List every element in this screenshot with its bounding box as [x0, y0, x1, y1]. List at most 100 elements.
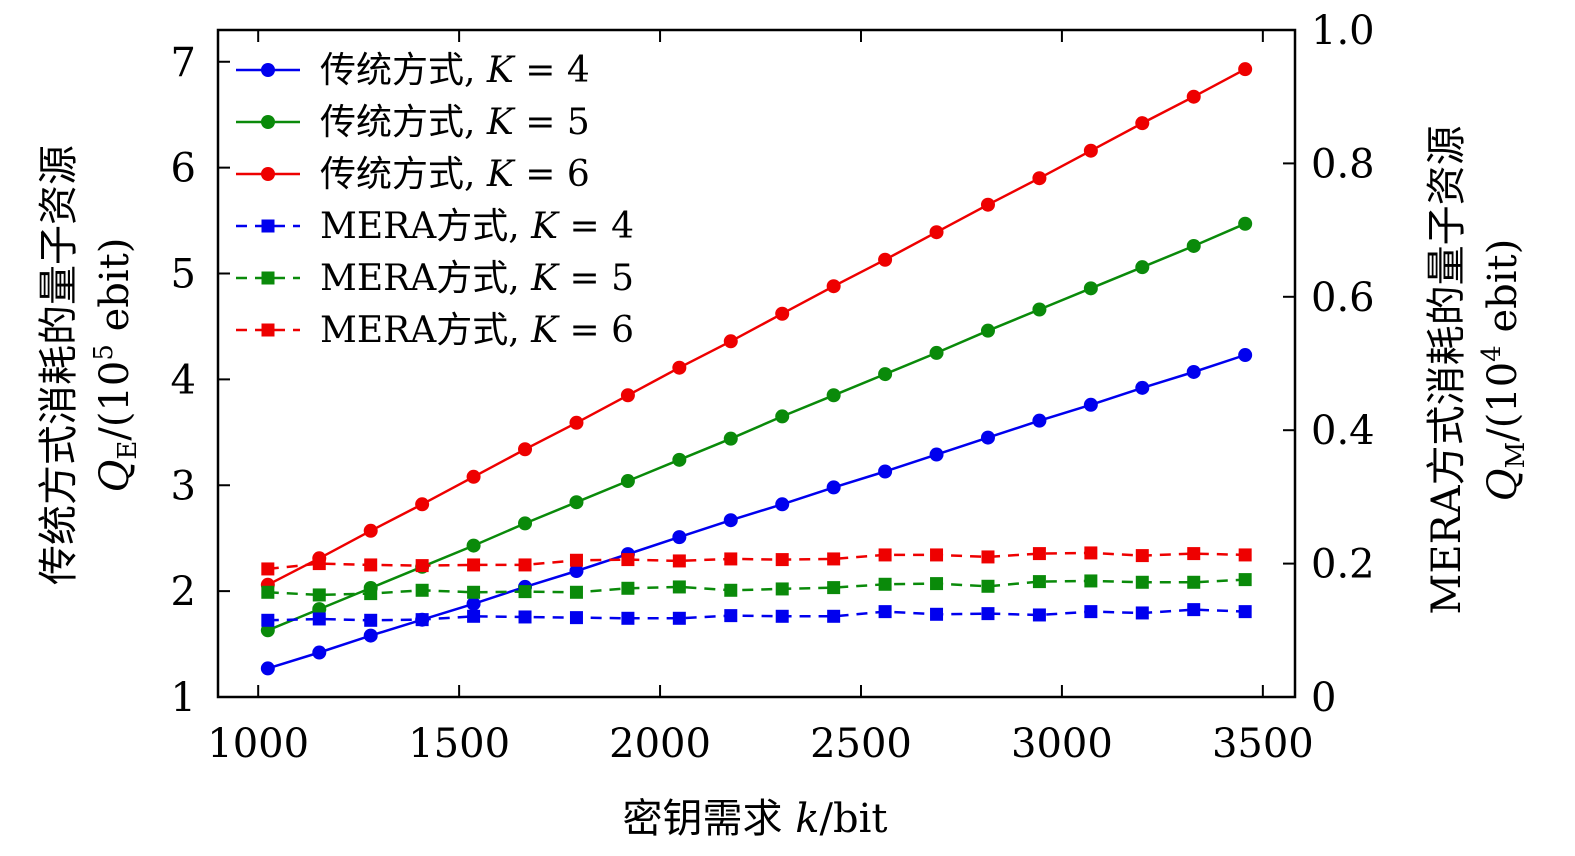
- data-point: [518, 558, 532, 572]
- data-point: [1083, 281, 1098, 296]
- data-point: [1032, 171, 1047, 186]
- data-point: [312, 588, 326, 602]
- x-tick-label: 3500: [1212, 721, 1314, 767]
- series-line: [267, 222, 1246, 632]
- legend-swatch-marker: [261, 323, 275, 337]
- legend-label: 传统方式, K = 6: [320, 154, 590, 195]
- y-right-axis-title-line2: QM/(104 ebit): [1477, 239, 1531, 501]
- y-right-tick-label: 0.6: [1311, 275, 1375, 321]
- data-point: [878, 252, 893, 267]
- data-point: [929, 225, 944, 240]
- data-point: [467, 558, 481, 572]
- data-point: [878, 548, 892, 562]
- x-axis-title: 密钥需求 k/bit: [623, 796, 888, 842]
- data-point: [466, 469, 481, 484]
- y-left-axis-title: 传统方式消耗的量子资源 QE/(105 ebit): [36, 145, 143, 585]
- series-1: [260, 348, 1253, 676]
- data-point: [1186, 89, 1201, 104]
- data-point: [621, 553, 635, 567]
- legend-label-var: K: [486, 102, 516, 143]
- data-point: [261, 613, 275, 627]
- legend-entry: 传统方式, K = 6: [236, 154, 590, 195]
- data-point: [930, 548, 944, 562]
- data-point: [1238, 216, 1253, 231]
- data-point: [260, 623, 275, 638]
- data-point: [1238, 573, 1252, 587]
- data-point: [569, 585, 583, 599]
- data-point: [261, 562, 275, 576]
- data-point: [1186, 364, 1201, 379]
- legend-entry: MERA方式, K = 6: [236, 310, 634, 351]
- data-point: [621, 581, 635, 595]
- y-left-tick-label: 6: [171, 146, 196, 192]
- y-left-tick-label: 3: [171, 463, 196, 509]
- data-point: [723, 431, 738, 446]
- data-point: [1083, 397, 1098, 412]
- legend-label-var: K: [530, 258, 560, 299]
- plot-border: [216, 28, 1297, 699]
- data-point: [878, 605, 892, 619]
- data-point: [621, 611, 635, 625]
- data-point: [878, 577, 892, 591]
- y-right-tick-label: 0.8: [1311, 141, 1375, 187]
- data-point: [518, 442, 533, 457]
- data-point: [1187, 603, 1201, 617]
- data-point: [826, 388, 841, 403]
- y-right-tick-label: 1.0: [1311, 8, 1375, 54]
- legend-label-prefix: MERA方式,: [320, 206, 531, 247]
- legend-label-var: K: [486, 154, 516, 195]
- series-line: [267, 353, 1246, 670]
- x-tick-label: 2000: [609, 721, 711, 767]
- data-point: [569, 495, 584, 510]
- y-left-tick-label: 7: [171, 40, 196, 86]
- data-point: [672, 611, 686, 625]
- x-axis-title-var: k: [795, 796, 819, 842]
- y-left-axis-title-line1: 传统方式消耗的量子资源: [36, 145, 82, 585]
- legend-swatch-marker: [261, 219, 275, 233]
- y-right-tick-label: 0.2: [1311, 542, 1375, 588]
- x-axis-title-text: 密钥需求 k/bit: [623, 796, 888, 842]
- data-point: [1032, 302, 1047, 317]
- legend-label-prefix: 传统方式,: [320, 102, 487, 143]
- data-point: [312, 557, 326, 571]
- legend-label: MERA方式, K = 4: [320, 206, 634, 247]
- legend-label: MERA方式, K = 5: [320, 258, 634, 299]
- legend-entry: MERA方式, K = 5: [236, 258, 634, 299]
- legend-label: MERA方式, K = 6: [320, 310, 634, 351]
- y-left-axis-title-line2: QE/(105 ebit): [89, 238, 143, 493]
- data-point: [878, 464, 893, 479]
- y-left-tick-label: 2: [171, 569, 196, 615]
- y-left-tick-label: 4: [171, 357, 196, 403]
- data-point: [364, 558, 378, 572]
- data-point: [1186, 238, 1201, 253]
- data-point: [1032, 547, 1046, 561]
- data-point: [364, 587, 378, 601]
- series-layer: [260, 62, 1253, 676]
- series-line: [267, 68, 1246, 586]
- x-tick-label: 1000: [207, 721, 309, 767]
- data-point: [1135, 549, 1149, 563]
- data-point: [827, 552, 841, 566]
- data-point: [724, 583, 738, 597]
- legend-label-var: K: [530, 206, 560, 247]
- data-point: [467, 585, 481, 599]
- legend-label-var: K: [530, 310, 560, 351]
- data-point: [364, 613, 378, 627]
- data-point: [260, 661, 275, 676]
- data-point: [620, 474, 635, 489]
- data-point: [724, 609, 738, 623]
- y-left-tick-label: 5: [171, 252, 196, 298]
- data-point: [1187, 547, 1201, 561]
- data-point: [1135, 575, 1149, 589]
- data-point: [569, 553, 583, 567]
- legend-label: 传统方式, K = 5: [320, 102, 590, 143]
- data-point: [981, 550, 995, 564]
- data-point: [518, 516, 533, 531]
- data-point: [466, 538, 481, 553]
- series-line: [267, 578, 1246, 597]
- data-point: [826, 480, 841, 495]
- data-point: [826, 279, 841, 294]
- data-point: [672, 452, 687, 467]
